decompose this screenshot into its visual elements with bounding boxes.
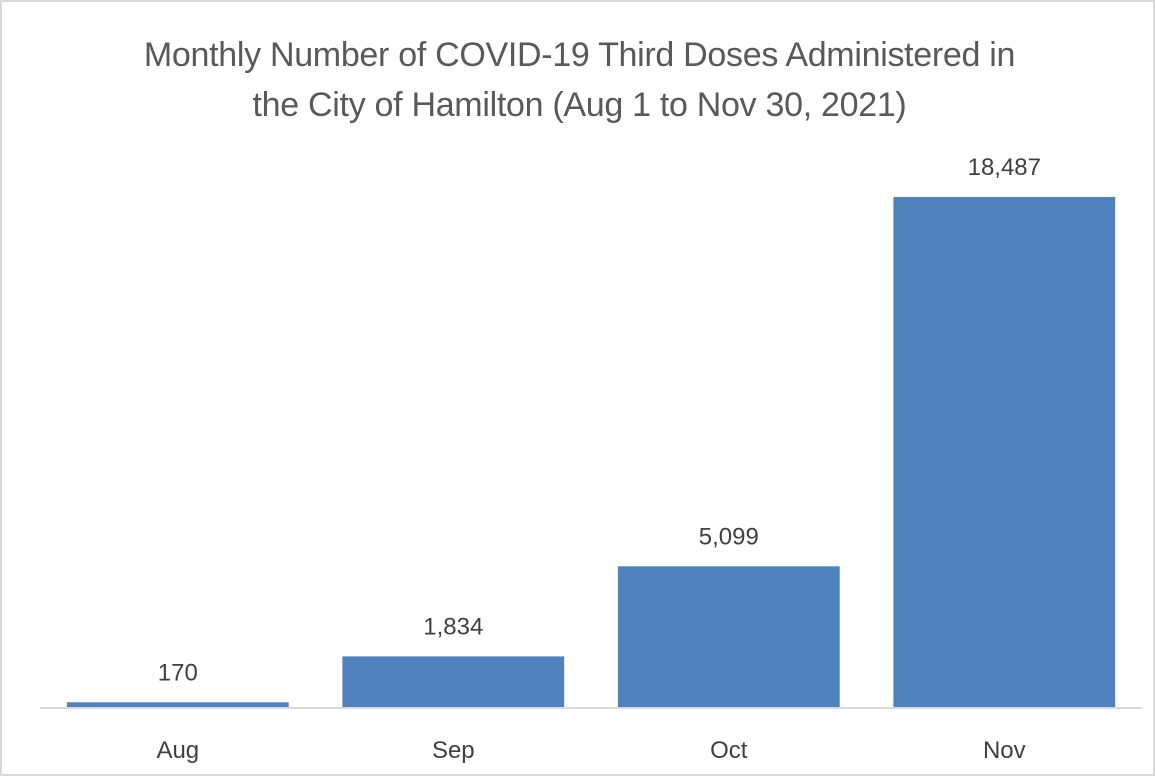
- value-label-nov: 18,487: [968, 154, 1041, 181]
- value-label-sep: 1,834: [423, 613, 483, 640]
- x-tick-label-aug: Aug: [156, 737, 199, 764]
- value-labels-group: 170 1,834 5,099 18,487: [158, 154, 1041, 686]
- tick-labels-group: Aug Sep Oct Nov: [156, 737, 1025, 764]
- x-tick-label-sep: Sep: [432, 737, 475, 764]
- bar-aug: [66, 702, 289, 707]
- value-label-aug: 170: [158, 659, 198, 686]
- value-label-oct: 5,099: [699, 523, 759, 550]
- x-tick-label-nov: Nov: [983, 737, 1026, 764]
- chart-title-line-1: Monthly Number of COVID-19 Third Doses A…: [143, 36, 1016, 74]
- chart-title: Monthly Number of COVID-19 Third Doses A…: [2, 30, 1155, 130]
- bar-sep: [342, 656, 565, 707]
- x-tick-label-oct: Oct: [710, 737, 748, 764]
- bar-nov: [893, 197, 1116, 707]
- bar-oct: [617, 566, 840, 707]
- bars-group: [66, 197, 1116, 707]
- chart-title-line-2: the City of Hamilton (Aug 1 to Nov 30, 2…: [252, 86, 907, 124]
